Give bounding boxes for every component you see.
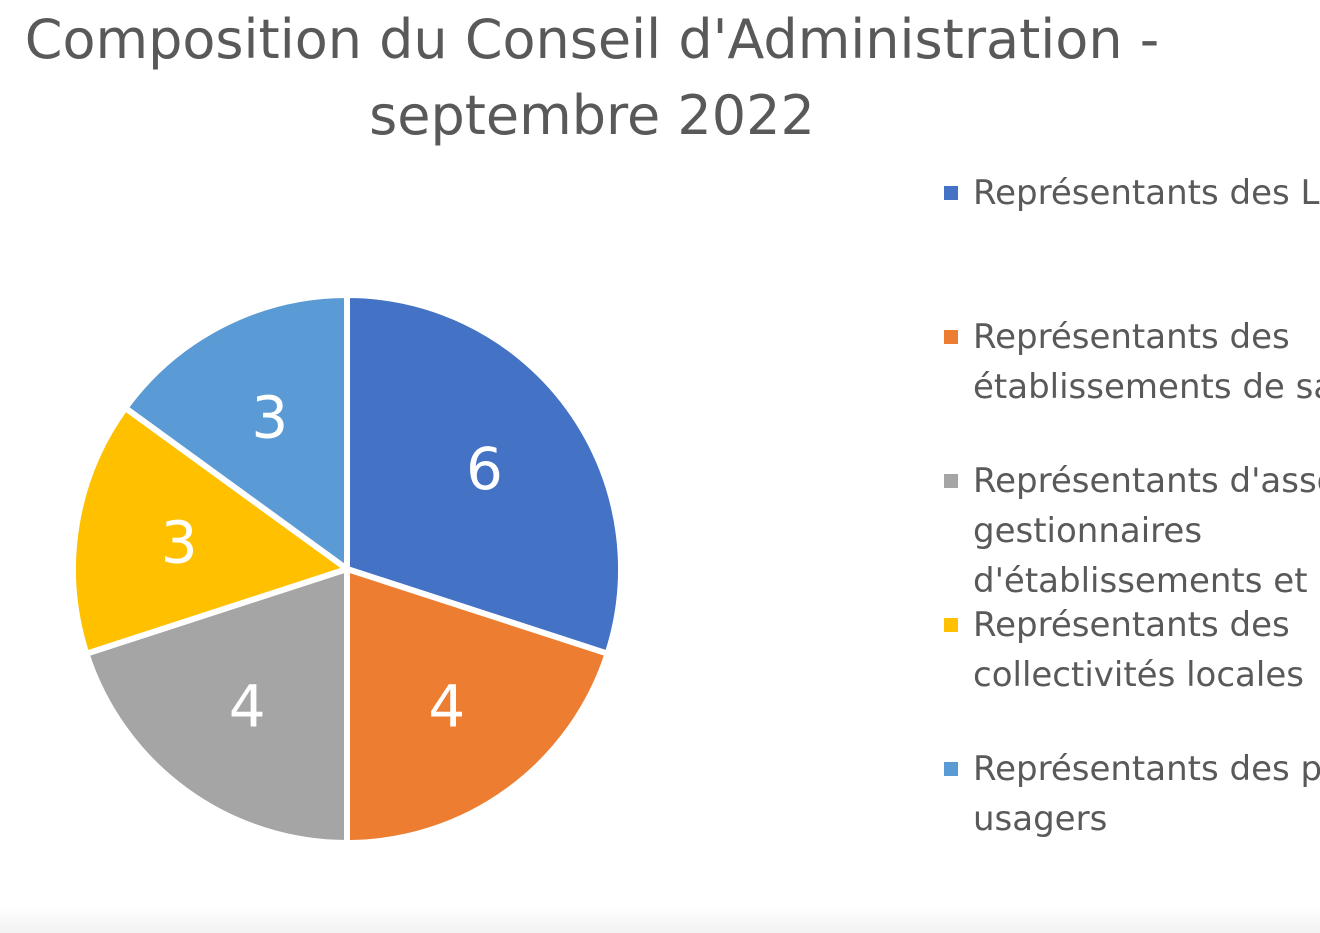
pie-slice-3 bbox=[83, 566, 350, 846]
legend-label-4: Représentants des collectivités locales bbox=[973, 605, 1304, 695]
legend-swatch-3 bbox=[944, 474, 958, 488]
legend-item-5: Représentants des p usagers bbox=[944, 744, 1320, 844]
legend-label-5: Représentants des p usagers bbox=[973, 749, 1320, 839]
chart-title-line-1: Composition du Conseil d'Administration … bbox=[24, 8, 1160, 71]
legend-item-1: Représentants des Li bbox=[944, 168, 1320, 218]
legend-item-4: Représentants des collectivités locales bbox=[944, 600, 1320, 700]
legend-swatch-2 bbox=[944, 330, 958, 344]
legend-swatch-5 bbox=[944, 762, 958, 776]
legend-item-3: Représentants d'asso gestionnaires d'éta… bbox=[944, 456, 1320, 606]
slice-data-label-2: 4 bbox=[428, 672, 465, 740]
slice-data-label-5: 3 bbox=[251, 384, 288, 452]
pie-slice-5 bbox=[122, 292, 350, 572]
pie-slice-1 bbox=[344, 292, 624, 657]
legend-swatch-1 bbox=[944, 186, 958, 200]
pie-slice-4 bbox=[70, 404, 350, 657]
legend-label-2: Représentants des établissements de sa bbox=[973, 317, 1320, 407]
legend-swatch-4 bbox=[944, 618, 958, 632]
bottom-strip bbox=[0, 907, 1320, 933]
legend-label-3: Représentants d'asso gestionnaires d'éta… bbox=[973, 461, 1320, 601]
legend-label-1: Représentants des Li bbox=[973, 173, 1320, 213]
chart-title: Composition du Conseil d'Administration … bbox=[0, 2, 1184, 154]
pie-slice-2 bbox=[344, 566, 611, 846]
slice-data-label-3: 4 bbox=[229, 672, 266, 740]
slice-data-label-4: 3 bbox=[161, 508, 198, 576]
slice-data-label-1: 6 bbox=[466, 435, 503, 503]
chart-title-line-2: septembre 2022 bbox=[369, 84, 815, 147]
legend-item-2: Représentants des établissements de sa bbox=[944, 312, 1320, 412]
